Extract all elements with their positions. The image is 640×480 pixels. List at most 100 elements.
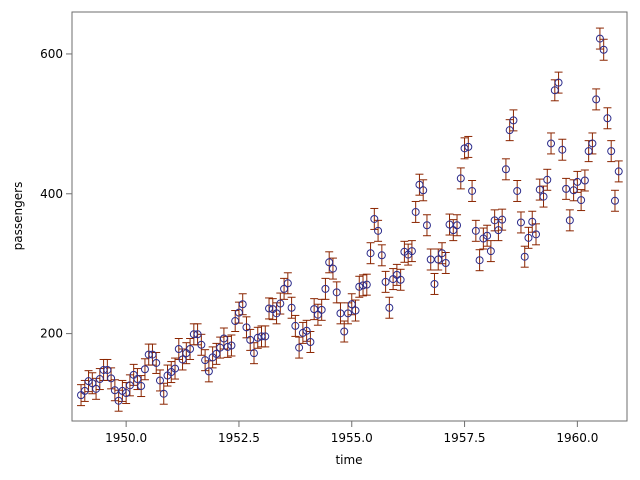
errorbar bbox=[411, 200, 420, 223]
x-tick-label: 1955.0 bbox=[331, 431, 373, 445]
data-point bbox=[501, 165, 510, 174]
data-point bbox=[133, 375, 142, 384]
data-point bbox=[246, 335, 255, 344]
errorbar bbox=[343, 302, 352, 325]
x-tick-label: 1960.0 bbox=[556, 431, 598, 445]
errorbar bbox=[336, 302, 345, 325]
data-point bbox=[558, 145, 567, 154]
errorbar bbox=[453, 214, 462, 237]
x-tick-label: 1957.5 bbox=[444, 431, 486, 445]
data-point bbox=[520, 252, 529, 261]
data-point bbox=[140, 365, 149, 374]
data-point bbox=[155, 376, 164, 385]
data-point bbox=[118, 386, 127, 395]
errorbar bbox=[84, 370, 93, 393]
data-point bbox=[201, 356, 210, 365]
errorbar bbox=[396, 268, 405, 291]
errorbar bbox=[415, 173, 424, 196]
errorbar bbox=[171, 357, 180, 380]
errorbar bbox=[513, 179, 522, 202]
data-point bbox=[565, 216, 574, 225]
y-tick-label: 400 bbox=[40, 187, 63, 201]
data-point bbox=[584, 147, 593, 156]
errorbar bbox=[385, 296, 394, 319]
errorbar bbox=[332, 281, 341, 304]
data-point bbox=[407, 247, 416, 256]
marker-layer bbox=[77, 34, 623, 405]
errorbar bbox=[249, 342, 258, 365]
data-point bbox=[148, 350, 157, 359]
errorbar bbox=[287, 296, 296, 319]
errorbar bbox=[118, 379, 127, 402]
data-point bbox=[227, 341, 236, 350]
data-point bbox=[92, 384, 101, 393]
data-point bbox=[430, 279, 439, 288]
errorbar bbox=[422, 214, 431, 237]
data-point bbox=[174, 344, 183, 353]
data-point bbox=[577, 196, 586, 205]
data-point bbox=[415, 180, 424, 189]
errorbar bbox=[569, 179, 578, 202]
data-point bbox=[212, 349, 221, 358]
data-point bbox=[325, 258, 334, 267]
data-point bbox=[223, 342, 232, 351]
errorbar bbox=[456, 167, 465, 190]
errorbar bbox=[464, 135, 473, 158]
x-axis-title: time bbox=[335, 453, 362, 467]
errorbar bbox=[475, 249, 484, 272]
errorbar bbox=[310, 298, 319, 321]
errorbar bbox=[479, 227, 488, 250]
data-point bbox=[475, 256, 484, 265]
errorbar bbox=[607, 140, 616, 163]
errorbar bbox=[374, 219, 383, 242]
data-point bbox=[253, 333, 262, 342]
errorbar bbox=[88, 372, 97, 395]
errorbar bbox=[483, 224, 492, 247]
errorbar bbox=[107, 367, 116, 390]
data-point bbox=[84, 377, 93, 386]
errorbar bbox=[614, 160, 623, 183]
errorbar bbox=[430, 272, 439, 295]
errorbar bbox=[276, 292, 285, 315]
errorbar bbox=[155, 369, 164, 392]
errorbar bbox=[592, 88, 601, 111]
errorbar bbox=[223, 335, 232, 358]
data-point bbox=[543, 175, 552, 184]
errorbar bbox=[140, 358, 149, 381]
data-point bbox=[340, 327, 349, 336]
errorbar bbox=[291, 314, 300, 337]
data-point bbox=[471, 226, 480, 235]
data-point bbox=[171, 364, 180, 373]
data-point bbox=[216, 343, 225, 352]
data-point bbox=[242, 323, 251, 332]
data-point bbox=[362, 280, 371, 289]
errorbar bbox=[547, 132, 556, 155]
errorbar bbox=[366, 242, 375, 265]
errorbar bbox=[381, 270, 390, 293]
errorbar bbox=[501, 158, 510, 181]
data-point bbox=[80, 386, 89, 395]
data-point bbox=[238, 300, 247, 309]
errorbar bbox=[468, 179, 477, 202]
data-point bbox=[234, 308, 243, 317]
y-axis-title: passengers bbox=[11, 182, 25, 251]
data-point bbox=[144, 350, 153, 359]
data-point bbox=[532, 230, 541, 239]
errorbar bbox=[528, 210, 537, 233]
data-point bbox=[178, 355, 187, 364]
data-point bbox=[321, 284, 330, 293]
data-point bbox=[257, 332, 266, 341]
errorbar bbox=[159, 382, 168, 405]
errorbar bbox=[445, 213, 454, 236]
data-point bbox=[332, 288, 341, 297]
data-point bbox=[336, 309, 345, 318]
data-point bbox=[562, 184, 571, 193]
data-point bbox=[422, 221, 431, 230]
data-point bbox=[411, 207, 420, 216]
data-point bbox=[159, 389, 168, 398]
errorbar bbox=[234, 301, 243, 324]
data-point bbox=[516, 218, 525, 227]
errorbar bbox=[449, 219, 458, 242]
data-point bbox=[449, 226, 458, 235]
errorbar bbox=[505, 119, 514, 142]
